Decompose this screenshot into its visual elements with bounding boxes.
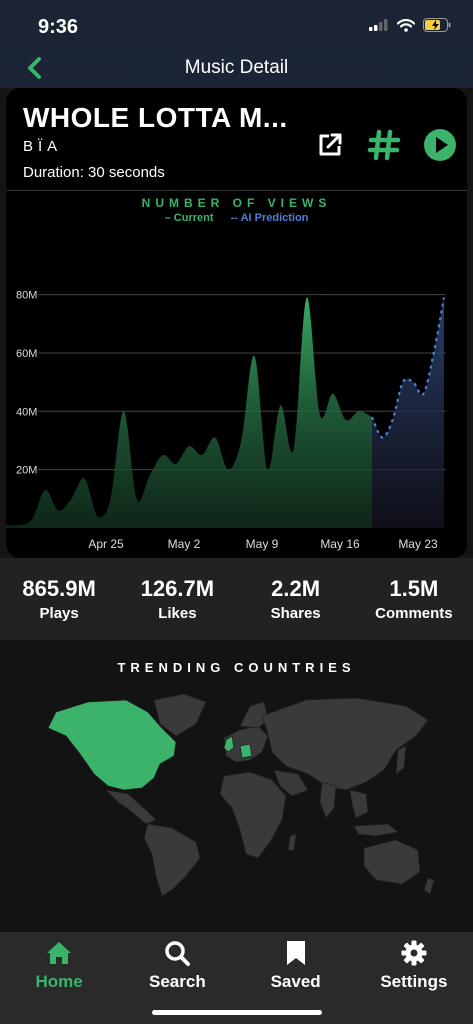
stat-label: Comments	[375, 605, 453, 622]
song-duration: Duration: 30 seconds	[23, 164, 165, 181]
song-actions	[315, 128, 457, 162]
stats-bar: 865.9M Plays 126.7M Likes 2.2M Shares 1.…	[0, 558, 473, 640]
bookmark-icon	[286, 941, 305, 965]
share-external-icon[interactable]	[315, 130, 345, 160]
battery-icon	[423, 18, 451, 32]
trending-countries-section: TRENDING COUNTRIES	[0, 640, 473, 932]
back-chevron-icon[interactable]	[22, 54, 48, 82]
stat-shares: 2.2M Shares	[237, 558, 355, 640]
series-ai-area	[372, 297, 444, 528]
x-tick-label: May 2	[168, 537, 201, 551]
tab-label: Settings	[380, 972, 448, 991]
tab-bar: Home Search Saved	[0, 932, 473, 1024]
x-tick-label: Apr 25	[88, 537, 124, 551]
chart-legend: – Current -- AI Prediction	[6, 212, 467, 224]
tab-home[interactable]: Home	[0, 932, 118, 1024]
y-tick-label: 80M	[16, 290, 37, 302]
chart-title: NUMBER OF VIEWS	[141, 196, 332, 210]
stat-value: 2.2M	[271, 576, 321, 601]
signal-icon	[369, 19, 388, 31]
status-time: 9:36	[38, 16, 79, 38]
tab-label: Search	[149, 972, 206, 991]
search-icon	[165, 941, 191, 966]
y-tick-label: 60M	[16, 348, 37, 360]
tab-label: Home	[35, 972, 83, 991]
tab-label: Saved	[270, 972, 321, 991]
series-current-area	[6, 297, 372, 528]
views-chart: 20M 40M 60M 80M Apr 25 May 2 May 9 May 16 May 23	[6, 290, 446, 551]
status-bar: 9:36	[0, 0, 473, 50]
tab-settings[interactable]: Settings	[355, 932, 473, 1024]
stat-label: Likes	[158, 605, 197, 622]
y-tick-label: 40M	[16, 406, 37, 418]
legend-current: – Current	[164, 212, 214, 224]
divider	[6, 190, 467, 191]
home-indicator	[152, 1010, 322, 1015]
gear-icon	[401, 940, 427, 966]
world-map[interactable]	[36, 690, 438, 900]
stat-label: Shares	[270, 605, 321, 622]
song-title: WHOLE LOTTA M...	[23, 102, 288, 133]
artist-name: BÏA	[23, 138, 63, 155]
nav-bar: Music Detail	[0, 48, 473, 88]
x-tick-label: May 16	[320, 537, 360, 551]
play-icon[interactable]	[423, 128, 457, 162]
nav-title: Music Detail	[184, 57, 289, 78]
wifi-icon	[397, 18, 415, 32]
stat-comments: 1.5M Comments	[355, 558, 473, 640]
home-icon	[47, 942, 72, 964]
stat-value: 1.5M	[389, 576, 439, 601]
trending-title: TRENDING COUNTRIES	[117, 660, 356, 675]
tab-search[interactable]: Search	[118, 932, 236, 1024]
hashtag-icon[interactable]	[367, 129, 401, 161]
song-detail-card: WHOLE LOTTA M... BÏA Duration: 30 second…	[6, 88, 467, 558]
stat-plays: 865.9M Plays	[0, 558, 118, 640]
stat-label: Plays	[39, 605, 79, 622]
stat-likes: 126.7M Likes	[118, 558, 236, 640]
status-icons	[369, 18, 451, 32]
legend-ai-prediction: -- AI Prediction	[230, 212, 309, 224]
y-tick-label: 20M	[16, 465, 37, 477]
stat-value: 126.7M	[140, 576, 215, 601]
x-tick-label: May 23	[398, 537, 438, 551]
tab-saved[interactable]: Saved	[237, 932, 355, 1024]
x-tick-label: May 9	[246, 537, 279, 551]
stat-value: 865.9M	[22, 576, 96, 601]
